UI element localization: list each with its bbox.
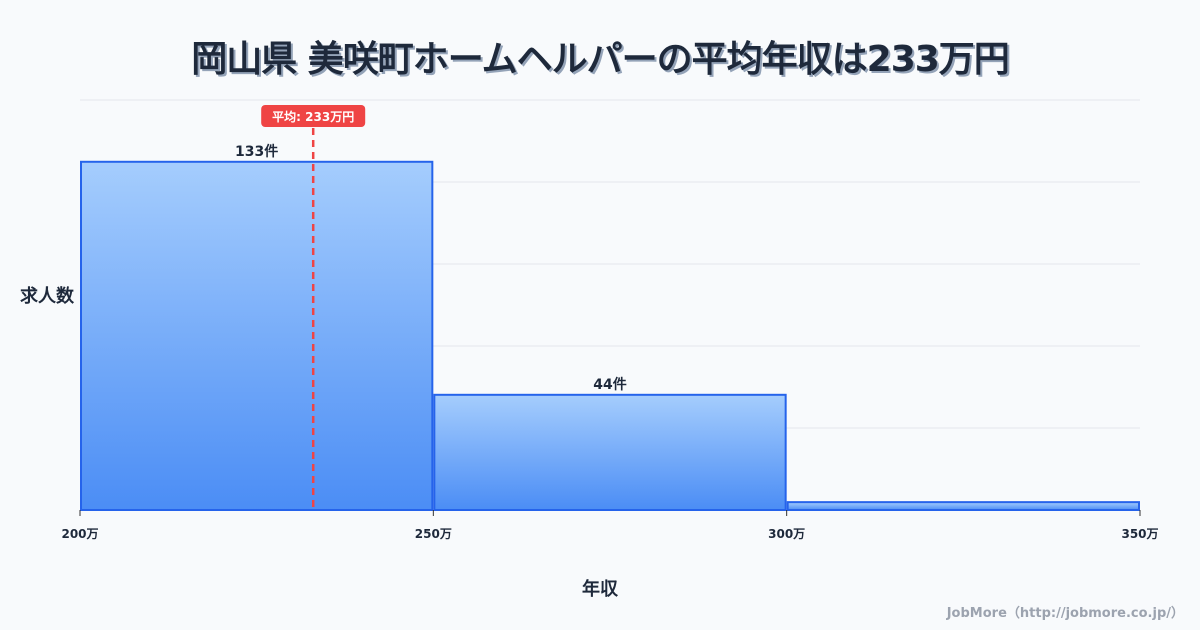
bar	[786, 501, 1141, 512]
credit: JobMore（http://jobmore.co.jp/）	[946, 606, 1184, 621]
x-tick-label: 250万	[415, 527, 452, 541]
x-axis-label: 年収	[582, 579, 618, 600]
x-tick-label: 200万	[61, 527, 98, 541]
bar	[433, 393, 787, 511]
x-tick-label: 300万	[768, 527, 805, 541]
x-tick-label: 350万	[1121, 527, 1158, 541]
y-axis-label: 求人数	[20, 286, 74, 307]
mean-badge	[261, 105, 366, 127]
chart-title: 岡山県 美咲町ホームヘルパーの平均年収は233万円	[191, 39, 1010, 80]
mean-label: 平均: 233万円	[272, 109, 354, 124]
bar-label: 133件	[235, 143, 278, 160]
bar-label: 44件	[593, 376, 626, 393]
bar	[80, 160, 434, 511]
